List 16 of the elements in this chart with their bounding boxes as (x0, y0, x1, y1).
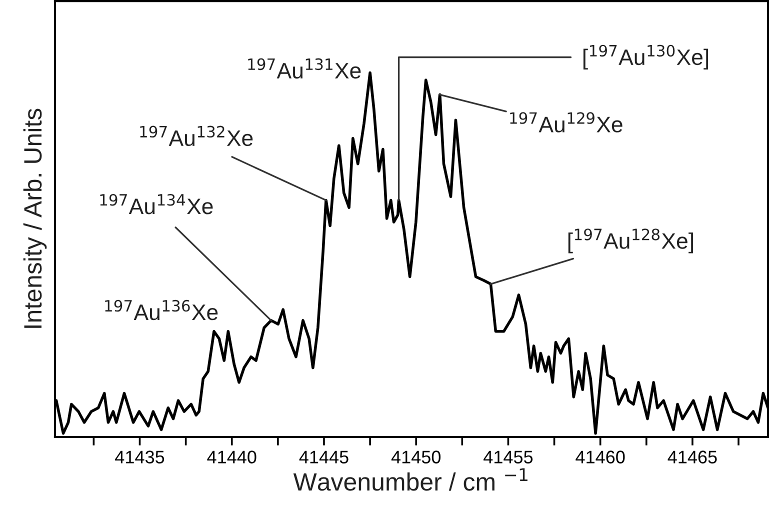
annotation: $^{197}$Au$^{134}$Xe (100, 194, 213, 214)
annotation: $^{197}$Au$^{129}$Xe (510, 112, 622, 132)
annotation: $^{197}$Au$^{136}$Xe (105, 300, 218, 320)
x-tick-label: 41435 (115, 450, 164, 464)
x-tick-label: 41445 (299, 450, 348, 464)
x-tick-label: 41455 (484, 450, 533, 464)
y-axis-title: Intensity / Arb. Units (23, 108, 47, 328)
annotation: $^{197}$Au$^{131}$Xe (248, 58, 361, 79)
x-tick-label: 41440 (207, 450, 256, 464)
annotation: $^{197}$Au$^{132}$Xe (140, 126, 253, 146)
annotation: [$^{197}$Au$^{128}$Xe] (568, 228, 693, 254)
x-tick-label: 41465 (668, 450, 717, 464)
x-tick-label: 41450 (391, 450, 441, 464)
annotation: [$^{197}$Au$^{130}$Xe] (583, 44, 708, 70)
x-tick-label: 41460 (576, 450, 625, 464)
x-axis-title: Wavenumber / cm $^{−1}$ (293, 468, 528, 491)
